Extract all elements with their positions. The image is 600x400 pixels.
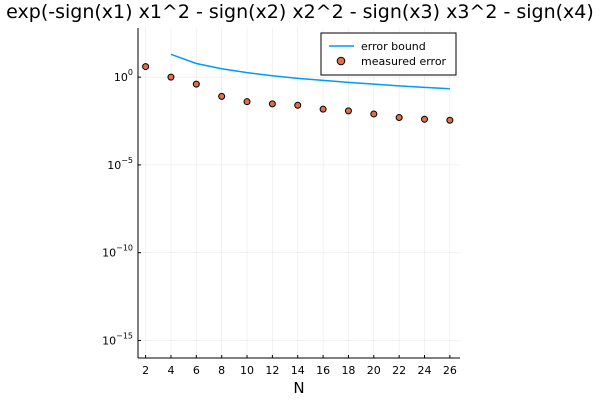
measured-error-point <box>319 105 327 113</box>
measured-error-point <box>243 98 251 106</box>
legend-box <box>320 32 457 76</box>
x-axis-label: N <box>293 379 304 397</box>
x-axis-ticks: 2 4 6 8 10 12 14 16 18 20 22 24 26 <box>142 355 457 377</box>
x-tick-label: 12 <box>265 364 279 377</box>
measured-error-point <box>370 110 378 118</box>
measured-error-point <box>268 100 276 108</box>
measured-error-point <box>167 73 175 81</box>
x-tick-label: 2 <box>142 364 149 377</box>
x-tick-label: 10 <box>240 364 254 377</box>
x-tick-label: 26 <box>443 364 457 377</box>
y-tick-label: 100 <box>114 68 133 84</box>
grid <box>138 28 460 358</box>
x-tick-label: 16 <box>316 364 330 377</box>
series-line-error-bound <box>170 53 450 90</box>
axes <box>137 28 460 359</box>
x-tick-label: 6 <box>193 364 200 377</box>
measured-error-point <box>294 101 302 109</box>
measured-error-point <box>192 80 200 88</box>
measured-error-point <box>142 63 150 71</box>
y-tick-label: 10−5 <box>107 156 133 172</box>
x-tick-label: 18 <box>341 364 355 377</box>
measured-error-point <box>344 107 352 115</box>
measured-error-point <box>446 116 454 124</box>
legend-entry-error-bound: error bound <box>361 40 426 53</box>
x-tick-label: 22 <box>392 364 406 377</box>
x-tick-label: 14 <box>291 364 305 377</box>
y-tick-label: 10−10 <box>102 244 133 260</box>
plot-area <box>142 53 454 124</box>
x-tick-label: 8 <box>218 364 225 377</box>
measured-error-point <box>218 92 226 100</box>
y-axis-ticks: 100 10−5 10−10 10−15 <box>102 68 141 347</box>
legend-marker-swatch <box>336 56 346 66</box>
measured-error-point <box>421 115 429 123</box>
x-tick-label: 20 <box>367 364 381 377</box>
legend: error bound measured error <box>320 32 457 76</box>
x-tick-label: 4 <box>167 364 174 377</box>
measured-error-point <box>395 114 403 122</box>
y-tick-label: 10−15 <box>102 331 133 347</box>
chart-title: exp(-sign(x1) x1^2 - sign(x2) x2^2 - sig… <box>6 1 594 23</box>
legend-entry-measured-error: measured error <box>361 55 447 68</box>
x-tick-label: 24 <box>418 364 432 377</box>
